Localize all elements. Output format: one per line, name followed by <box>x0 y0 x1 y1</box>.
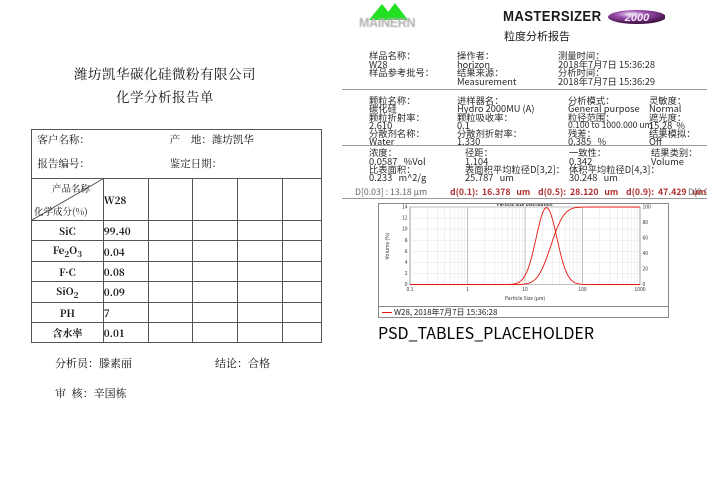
svg-text:80: 80 <box>642 219 648 226</box>
svg-text:100: 100 <box>642 204 651 211</box>
svg-text:2000: 2000 <box>624 12 650 24</box>
svg-text:10: 10 <box>522 286 528 293</box>
svg-text:2: 2 <box>405 270 408 277</box>
svg-text:1000: 1000 <box>634 286 645 293</box>
svg-text:8: 8 <box>405 237 408 244</box>
svg-text:0.1: 0.1 <box>407 286 414 293</box>
svg-text:4: 4 <box>405 259 408 266</box>
svg-text:100: 100 <box>578 286 587 293</box>
svg-text:60: 60 <box>642 235 648 242</box>
svg-text:14: 14 <box>402 204 408 211</box>
svg-text:Volume (%): Volume (%) <box>384 232 391 259</box>
svg-text:12: 12 <box>402 215 408 222</box>
svg-text:1: 1 <box>466 286 469 293</box>
svg-text:Particle Size (μm): Particle Size (μm) <box>505 295 546 302</box>
svg-text:6: 6 <box>405 248 408 255</box>
svg-text:40: 40 <box>642 250 648 257</box>
svg-text:20: 20 <box>642 266 648 273</box>
svg-text:Particle Size Distribution: Particle Size Distribution <box>497 204 553 208</box>
svg-text:MAINERN: MAINERN <box>359 16 416 29</box>
svg-text:10: 10 <box>402 226 408 233</box>
